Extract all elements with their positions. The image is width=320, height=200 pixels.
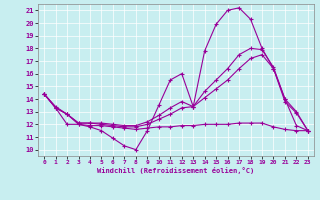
X-axis label: Windchill (Refroidissement éolien,°C): Windchill (Refroidissement éolien,°C) (97, 167, 255, 174)
